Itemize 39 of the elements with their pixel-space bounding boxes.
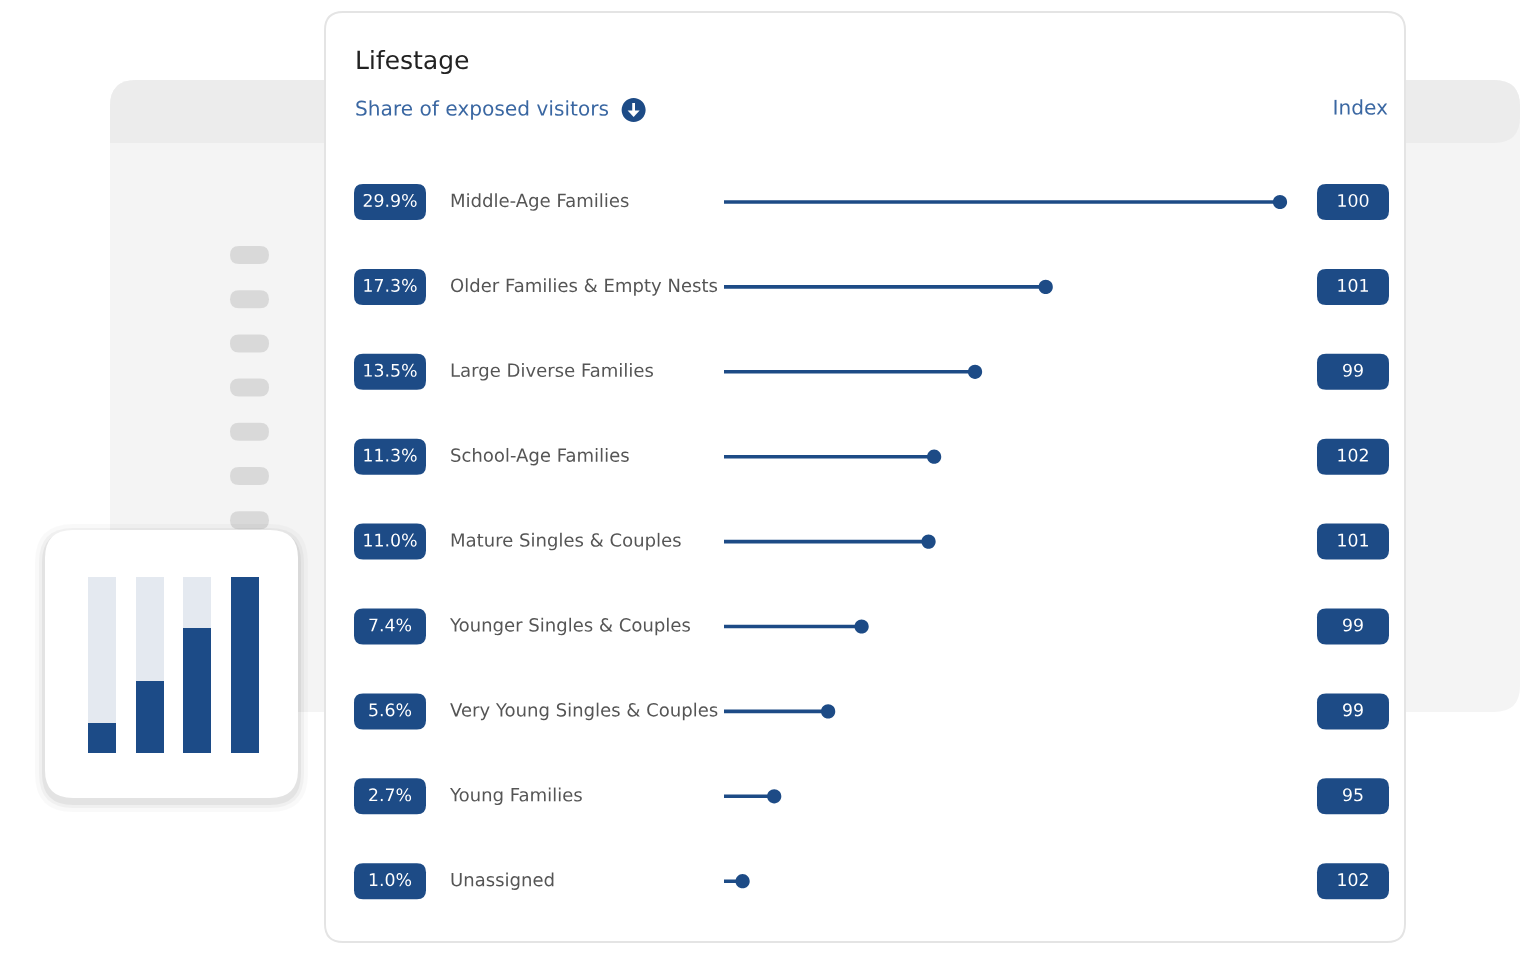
data-label: 11.0% xyxy=(364,533,417,547)
y2-tick-label: 100 xyxy=(1338,193,1369,208)
legend-label: Share of exposed visitors xyxy=(356,100,609,120)
text: Lifestage xyxy=(357,49,469,75)
data-label: 11.3% xyxy=(364,448,417,462)
y-tick-label: Very Young Singles & Couples xyxy=(450,702,718,721)
y2-tick-label: 95 xyxy=(1343,788,1363,802)
y-tick-label: Mature Singles & Couples xyxy=(451,532,681,551)
y2-tick-label: 99 xyxy=(1343,363,1363,377)
y2-tick-label: 99 xyxy=(1343,618,1363,632)
point xyxy=(854,619,869,634)
point xyxy=(735,874,750,889)
y-tick-label: Middle-Age Families xyxy=(451,193,629,211)
y2-axis-title: Index xyxy=(1334,99,1388,115)
y2-tick-label: 102 xyxy=(1338,448,1368,462)
y-tick-label: School-Age Families xyxy=(451,447,629,466)
point xyxy=(967,364,983,379)
y-tick-label: Young Families xyxy=(449,787,582,806)
data-label: 29.9% xyxy=(363,193,417,208)
y-tick-label: Older Families & Empty Nests xyxy=(451,278,718,296)
y2-tick-label: 101 xyxy=(1338,533,1368,547)
point xyxy=(1272,194,1288,210)
point xyxy=(767,789,782,804)
point xyxy=(921,534,936,549)
y-tick-label: Large Diverse Families xyxy=(451,363,653,381)
y2-tick-label: 99 xyxy=(1343,703,1363,717)
data-label: 13.5% xyxy=(364,363,417,377)
data-label: 5.6% xyxy=(369,703,412,717)
y-tick-label: Younger Singles & Couples xyxy=(449,617,690,636)
y2-tick-label: 102 xyxy=(1338,873,1368,887)
y-tick-label: Unassigned xyxy=(451,872,554,890)
point xyxy=(1038,279,1053,295)
data-label: 1.0% xyxy=(369,873,412,887)
y2-tick-label: 101 xyxy=(1338,278,1368,292)
data-label: 7.4% xyxy=(369,618,412,632)
point xyxy=(927,449,942,464)
point xyxy=(821,704,836,719)
data-label: 2.7% xyxy=(369,788,412,802)
data-label: 17.3% xyxy=(364,278,417,292)
